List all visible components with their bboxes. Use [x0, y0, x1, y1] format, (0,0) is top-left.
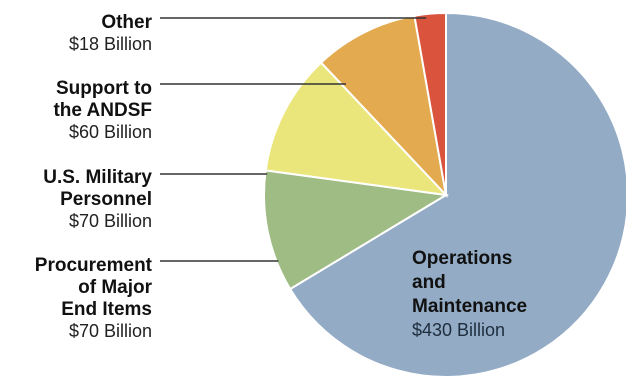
- leader-lines: [160, 17, 427, 262]
- slice-label-2: U.S. Military Personnel $70 Billion: [43, 167, 152, 231]
- pie-slice-0: [288, 11, 626, 378]
- pie-slice-2: [264, 61, 449, 197]
- pie-slice-1: [263, 169, 449, 291]
- slice-label-3: Support to the ANDSF $60 Billion: [53, 78, 152, 142]
- pie-slice-4: [413, 11, 447, 196]
- slice-label-4: Other $18 Billion: [69, 12, 153, 54]
- pie-slices: [263, 11, 626, 378]
- slice-labels: Operations and Maintenance $430 Billion Proc…: [35, 12, 527, 341]
- pie-slice-3: [319, 14, 448, 199]
- slice-label-0: Operations and Maintenance $430 Billion: [412, 248, 527, 340]
- slice-label-1: Procurement of Major End Items $70 Billion: [35, 255, 153, 341]
